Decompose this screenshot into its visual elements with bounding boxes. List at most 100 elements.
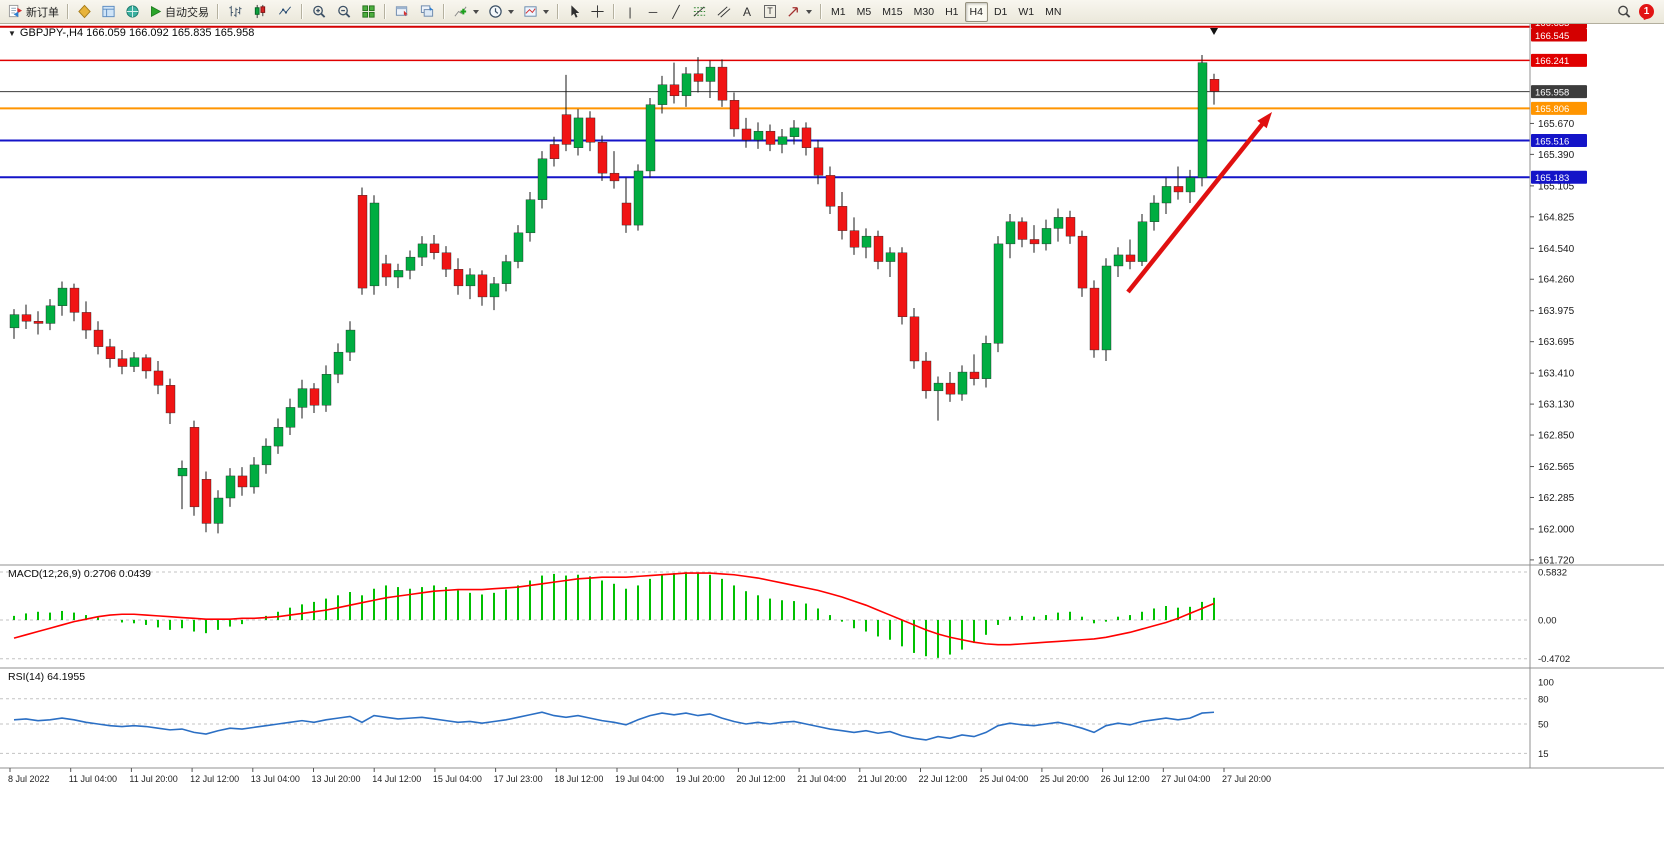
fibonacci-tool-button[interactable] — [688, 2, 711, 22]
market-watch-button[interactable] — [73, 2, 96, 22]
template-icon — [524, 6, 537, 17]
dropdown-caret-icon — [806, 9, 812, 14]
horizontal-lines[interactable] — [0, 25, 1530, 179]
notification-badge[interactable]: 1 — [1639, 4, 1654, 19]
svg-text:19 Jul 04:00: 19 Jul 04:00 — [615, 774, 664, 784]
svg-text:26 Jul 12:00: 26 Jul 12:00 — [1101, 774, 1150, 784]
toolbar-separator — [557, 4, 559, 19]
new-order-button[interactable]: 新订单 — [4, 2, 63, 22]
svg-text:0.5832: 0.5832 — [1538, 568, 1567, 579]
channel-icon — [717, 6, 731, 18]
vertical-line-icon: | — [628, 4, 632, 19]
autotrading-button[interactable]: 自动交易 — [145, 2, 213, 22]
symbol-ohlc-header: ▼ GBPJPY-,H4 166.059 166.092 165.835 165… — [8, 27, 254, 39]
candlestick-chart-icon — [254, 4, 266, 19]
timeframe-w1-button[interactable]: W1 — [1013, 2, 1039, 22]
dropdown-caret-icon — [543, 9, 549, 14]
svg-text:13 Jul 20:00: 13 Jul 20:00 — [312, 774, 361, 784]
svg-text:27 Jul 20:00: 27 Jul 20:00 — [1222, 774, 1271, 784]
svg-text:17 Jul 23:00: 17 Jul 23:00 — [494, 774, 543, 784]
price-axis[interactable]: 165.670 165.390 165.105 164.825 164.540 164.2… — [1530, 119, 1575, 760]
timeframe-m15-button[interactable]: M15 — [877, 2, 907, 22]
trendline-tool-button[interactable]: ╱ — [665, 2, 687, 22]
svg-text:11 Jul 04:00: 11 Jul 04:00 — [69, 774, 117, 784]
svg-text:21 Jul 20:00: 21 Jul 20:00 — [858, 774, 907, 784]
svg-text:15: 15 — [1538, 749, 1549, 760]
timeframe-m5-button[interactable]: M5 — [852, 2, 877, 22]
svg-text:27 Jul 04:00: 27 Jul 04:00 — [1161, 774, 1210, 784]
svg-text:162.565: 162.565 — [1538, 462, 1575, 473]
svg-text:165.183: 165.183 — [1535, 173, 1569, 184]
timeframe-m30-button[interactable]: M30 — [909, 2, 939, 22]
svg-text:166.633: 166.633 — [1535, 24, 1569, 29]
svg-text:20 Jul 12:00: 20 Jul 12:00 — [736, 774, 785, 784]
add-indicator-icon — [454, 6, 467, 17]
svg-text:162.285: 162.285 — [1538, 493, 1575, 504]
indicator-levels — [0, 571, 1530, 754]
shapes-menu-button[interactable] — [782, 2, 816, 22]
periods-menu-button[interactable] — [484, 2, 518, 22]
timeframe-mn-button[interactable]: MN — [1040, 2, 1066, 22]
arrange-windows-button[interactable] — [390, 2, 414, 22]
cursor-tool-button[interactable] — [563, 2, 585, 22]
indicators-menu-button[interactable] — [449, 2, 483, 22]
timeframe-h1-button[interactable]: H1 — [940, 2, 963, 22]
svg-text:163.410: 163.410 — [1538, 369, 1575, 380]
timeframe-m1-button[interactable]: M1 — [826, 2, 851, 22]
svg-text:165.390: 165.390 — [1538, 150, 1575, 161]
crosshair-tool-button[interactable] — [586, 2, 609, 22]
price-chart-canvas[interactable]: 165.670 165.390 165.105 164.825 164.540 164.2… — [0, 24, 1664, 818]
toolbar-separator — [301, 4, 303, 19]
toolbar-separator — [443, 4, 445, 19]
cascade-windows-icon — [420, 5, 434, 17]
svg-text:161.720: 161.720 — [1538, 555, 1575, 566]
svg-text:13 Jul 04:00: 13 Jul 04:00 — [251, 774, 300, 784]
line-chart-icon — [279, 6, 291, 15]
trendline-icon: ╱ — [672, 4, 680, 19]
svg-text:14 Jul 12:00: 14 Jul 12:00 — [372, 774, 421, 784]
svg-text:165.105: 165.105 — [1538, 181, 1575, 192]
text-tool-icon: A — [742, 4, 751, 19]
search-button[interactable] — [1612, 2, 1636, 22]
svg-text:8 Jul 2022: 8 Jul 2022 — [8, 774, 50, 784]
zoom-in-button[interactable] — [307, 2, 331, 22]
label-tool-button[interactable]: T — [759, 2, 781, 22]
navigator-button[interactable] — [121, 2, 144, 22]
zoom-out-button[interactable] — [332, 2, 356, 22]
time-axis[interactable]: 8 Jul 2022 11 Jul 04:00 11 Jul 20:00 12 Jul… — [8, 768, 1271, 784]
trend-arrow-annotation[interactable] — [1126, 112, 1272, 294]
line-chart-button[interactable] — [273, 2, 297, 22]
channel-tool-button[interactable] — [712, 2, 735, 22]
symbol-ohlc-text: GBPJPY-,H4 166.059 166.092 165.835 165.9… — [19, 27, 255, 39]
symbol-collapse-icon[interactable]: ▼ — [8, 28, 16, 38]
svg-text:165.516: 165.516 — [1535, 136, 1569, 147]
svg-text:15 Jul 04:00: 15 Jul 04:00 — [433, 774, 482, 784]
svg-text:163.975: 163.975 — [1538, 306, 1575, 317]
toolbar-separator — [217, 4, 219, 19]
data-window-button[interactable] — [97, 2, 120, 22]
vertical-line-tool-button[interactable]: | — [619, 2, 641, 22]
tile-windows-button[interactable] — [357, 2, 380, 22]
cascade-windows-button[interactable] — [415, 2, 439, 22]
arrange-windows-icon — [395, 6, 408, 17]
svg-text:100: 100 — [1538, 678, 1554, 689]
market-watch-icon — [78, 4, 91, 19]
label-tool-icon: T — [764, 5, 776, 18]
horizontal-line-tool-button[interactable]: ─ — [642, 2, 664, 22]
timeframe-h4-button[interactable]: H4 — [964, 1, 988, 22]
timeframe-d1-button[interactable]: D1 — [989, 2, 1012, 22]
bar-chart-button[interactable] — [223, 2, 247, 22]
svg-text:164.825: 164.825 — [1538, 212, 1575, 223]
autotrading-label: 自动交易 — [165, 6, 209, 19]
templates-menu-button[interactable] — [519, 2, 553, 22]
macd-panel — [13, 572, 1215, 658]
svg-text:19 Jul 20:00: 19 Jul 20:00 — [676, 774, 725, 784]
chart-area[interactable]: 165.670 165.390 165.105 164.825 164.540 164.2… — [0, 24, 1664, 841]
candlestick-chart-button[interactable] — [248, 2, 272, 22]
svg-text:50: 50 — [1538, 720, 1549, 731]
toolbar-separator — [67, 4, 69, 19]
text-tool-button[interactable]: A — [736, 2, 758, 22]
dropdown-caret-icon — [508, 9, 514, 14]
search-icon — [1618, 5, 1631, 18]
